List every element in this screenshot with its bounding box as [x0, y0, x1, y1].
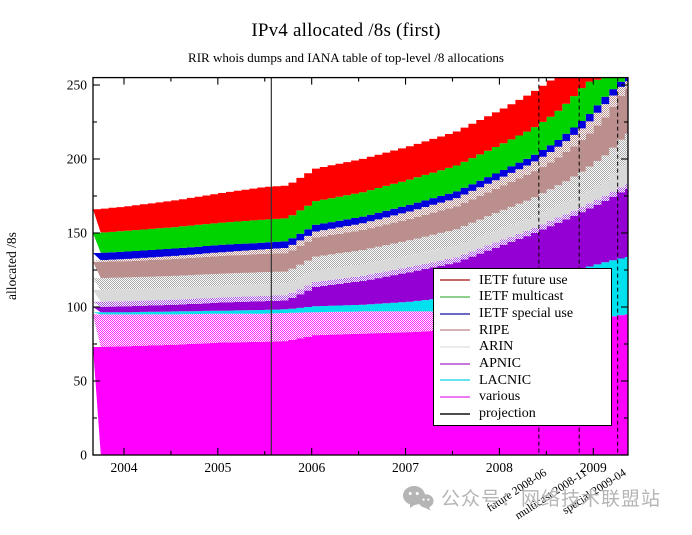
legend-label: IETF special use [479, 306, 574, 322]
y-axis-label: allocated /8s [4, 232, 19, 300]
legend-label: APNIC [479, 356, 522, 372]
layer-ietf-special-use [93, 77, 628, 261]
legend-item-apnic: APNIC [440, 356, 605, 372]
legend-swatch [440, 345, 470, 348]
y-tick-label: 150 [67, 226, 88, 241]
watermark: 公众号：网络技术联盟站 [402, 484, 661, 511]
legend-item-arin: ARIN [440, 339, 605, 355]
legend-label: projection [479, 406, 536, 422]
legend-label: IETF multicast [479, 289, 564, 305]
legend-swatch [440, 279, 470, 282]
layer-arin-allocated- [93, 158, 628, 302]
legend-label: LACNIC [479, 372, 532, 388]
legend: IETF future use IETF multicast IETF specia… [433, 268, 612, 426]
x-tick-label: 2006 [298, 460, 325, 475]
y-tick-label: 100 [67, 300, 88, 315]
x-tick-label: 2008 [486, 460, 513, 475]
layer-ripe-allocated- [93, 87, 628, 279]
legend-swatch [440, 312, 470, 315]
legend-item-projection: projection [440, 406, 605, 422]
layer-ietf-future-use [93, 77, 628, 233]
chart-title: IPv4 allocated /8s (first) [251, 20, 441, 41]
y-tick-label: 50 [74, 374, 88, 389]
legend-swatch [440, 295, 470, 298]
tick-labels: 0 50 100 150 200 250 2004 2005 2006 2007 2008 2009 [67, 78, 607, 476]
layer-ripe-reserved- [93, 80, 628, 262]
x-tick-label: 2005 [204, 460, 231, 475]
legend-item-ietf-multicast: IETF multicast [440, 289, 605, 305]
legend-label: RIPE [479, 322, 510, 338]
y-tick-label: 200 [67, 152, 88, 167]
legend-label: various [479, 389, 521, 405]
legend-item-lacnic: LACNIC [440, 372, 605, 388]
x-tick-label: 2007 [392, 460, 419, 475]
x-tick-label: 2009 [580, 460, 607, 475]
legend-item-ripe: RIPE [440, 322, 605, 338]
legend-swatch [440, 362, 470, 365]
legend-label: ARIN [479, 339, 514, 355]
projection-and-event-lines [270, 77, 619, 455]
legend-item-ietf-special-use: IETF special use [440, 306, 605, 322]
legend-swatch [440, 379, 470, 382]
watermark-text: 公众号：网络技术联盟站 [441, 488, 662, 510]
legend-swatch [440, 412, 470, 415]
wechat-icon [403, 485, 434, 510]
y-tick-label: 0 [80, 448, 87, 463]
axis-frame [92, 76, 629, 456]
x-tick-label: 2004 [110, 460, 137, 475]
legend-item-ietf-future-use: IETF future use [440, 272, 605, 288]
legend-label: IETF future use [479, 272, 568, 288]
legend-item-various: various [440, 389, 605, 405]
chart-subtitle: RIR whois dumps and IANA table of top-le… [188, 50, 504, 65]
legend-swatch [440, 395, 470, 398]
legend-swatch [440, 329, 470, 332]
y-tick-label: 250 [67, 78, 88, 93]
layer-arin-reserved- [93, 132, 628, 290]
layer-ietf-multicast [93, 77, 628, 253]
